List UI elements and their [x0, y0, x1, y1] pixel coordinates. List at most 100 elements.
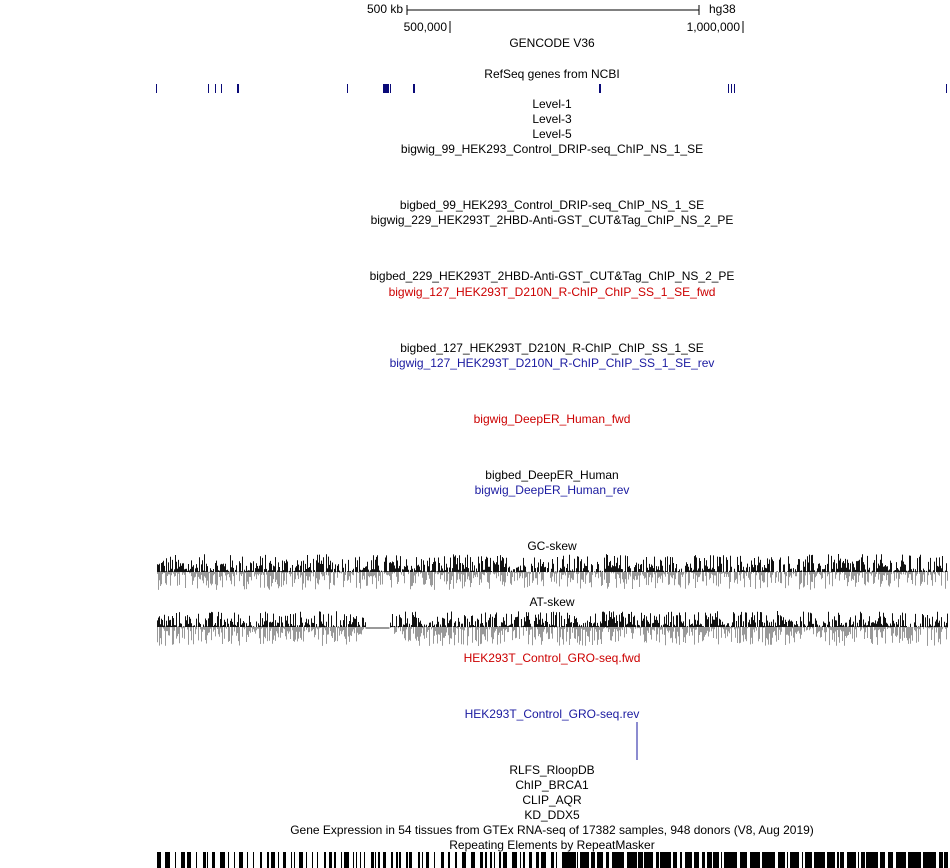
track-labels: Level-1Level-3Level-5bigwig_99_HEK293_Co…	[290, 97, 814, 852]
repeat	[196, 852, 197, 868]
gene	[946, 84, 947, 93]
repeat	[383, 852, 386, 868]
gene	[383, 84, 389, 93]
position-label: 1,000,000	[687, 20, 741, 34]
repeat	[660, 852, 671, 868]
repeat	[294, 852, 295, 868]
track-label: bigwig_99_HEK293_Control_DRIP-seq_ChIP_N…	[401, 142, 703, 156]
gene-track	[156, 84, 947, 93]
repeat	[612, 852, 624, 868]
repeat	[448, 852, 450, 868]
repeat	[740, 852, 747, 868]
repeat	[694, 852, 699, 868]
repeat	[556, 852, 557, 868]
gene	[413, 84, 415, 93]
gene	[156, 84, 157, 93]
repeat	[441, 852, 444, 868]
repeat	[939, 852, 943, 868]
repeat	[341, 852, 342, 868]
track-label: bigwig_229_HEK293T_2HBD-Anti-GST_CUT&Tag…	[371, 213, 734, 227]
repeat	[805, 852, 812, 868]
track-label: HEK293T_Control_GRO-seq.rev	[465, 707, 640, 721]
gene	[237, 84, 239, 93]
repeat	[203, 852, 206, 868]
track-label: Level-1	[532, 97, 572, 111]
repeat	[207, 852, 208, 868]
repeat	[480, 852, 483, 868]
signal-negative	[157, 572, 948, 590]
repeat	[360, 852, 361, 868]
repeat	[283, 852, 286, 868]
repeat	[541, 852, 546, 868]
track-label: GENCODE V36	[509, 36, 595, 50]
repeat	[866, 852, 878, 868]
track-label: RLFS_RloopDB	[509, 763, 594, 777]
repeat	[520, 852, 521, 868]
repeat	[840, 852, 844, 868]
repeat	[228, 852, 229, 868]
repeat	[418, 852, 420, 868]
repeat	[529, 852, 532, 868]
repeat	[462, 852, 466, 868]
repeat	[494, 852, 495, 868]
gene	[728, 84, 729, 93]
repeat	[750, 852, 760, 868]
repeat	[580, 852, 589, 868]
gene	[215, 84, 216, 93]
repeat	[713, 852, 719, 868]
repeat	[499, 852, 501, 868]
repeat	[802, 852, 803, 868]
repeat	[721, 852, 722, 868]
repeat-track	[157, 852, 948, 868]
signal-positive	[157, 554, 948, 572]
repeat	[814, 852, 825, 868]
repeat	[702, 852, 705, 868]
repeat	[317, 852, 318, 868]
repeat	[426, 852, 429, 868]
track-label: Gene Expression in 54 tissues from GTEx …	[290, 823, 814, 837]
repeat	[312, 852, 313, 868]
repeat	[606, 852, 609, 868]
repeat	[253, 852, 254, 868]
at-skew-signal	[157, 611, 948, 646]
track-label: ChIP_BRCA1	[515, 778, 589, 792]
repeat	[627, 852, 637, 868]
repeat	[291, 852, 292, 868]
repeat	[536, 852, 539, 868]
track-label: CLIP_AQR	[522, 793, 582, 807]
track-label: RefSeq genes from NCBI	[484, 67, 619, 81]
repeat	[187, 852, 191, 868]
repeat	[562, 852, 576, 868]
track-label: bigbed_99_HEK293_Control_DRIP-seq_ChIP_N…	[400, 198, 704, 212]
repeat	[673, 852, 677, 868]
repeat	[888, 852, 893, 868]
track-label: bigwig_DeepER_Human_fwd	[474, 412, 631, 426]
repeat	[409, 852, 412, 868]
track-label: GC-skew	[527, 539, 577, 553]
repeat	[267, 852, 269, 868]
gene	[221, 84, 222, 93]
track-label: Level-3	[532, 112, 572, 126]
repeat	[306, 852, 307, 868]
repeat	[247, 852, 248, 868]
track-label: bigbed_DeepER_Human	[485, 468, 618, 482]
repeat	[157, 852, 161, 868]
repeat	[503, 852, 507, 868]
repeat	[847, 852, 856, 868]
gene	[390, 84, 391, 93]
repeat	[181, 852, 185, 868]
repeat	[787, 852, 788, 868]
repeat	[591, 852, 595, 868]
repeat	[324, 852, 326, 868]
repeat	[278, 852, 279, 868]
repeat	[353, 852, 354, 868]
repeat	[644, 852, 653, 868]
repeat	[724, 852, 737, 868]
repeat	[399, 852, 401, 868]
track-label: bigwig_DeepER_Human_rev	[475, 483, 630, 497]
repeat	[334, 852, 336, 868]
repeat	[944, 852, 948, 868]
track-label: bigbed_229_HEK293T_2HBD-Anti-GST_CUT&Tag…	[370, 269, 735, 283]
repeat	[790, 852, 799, 868]
